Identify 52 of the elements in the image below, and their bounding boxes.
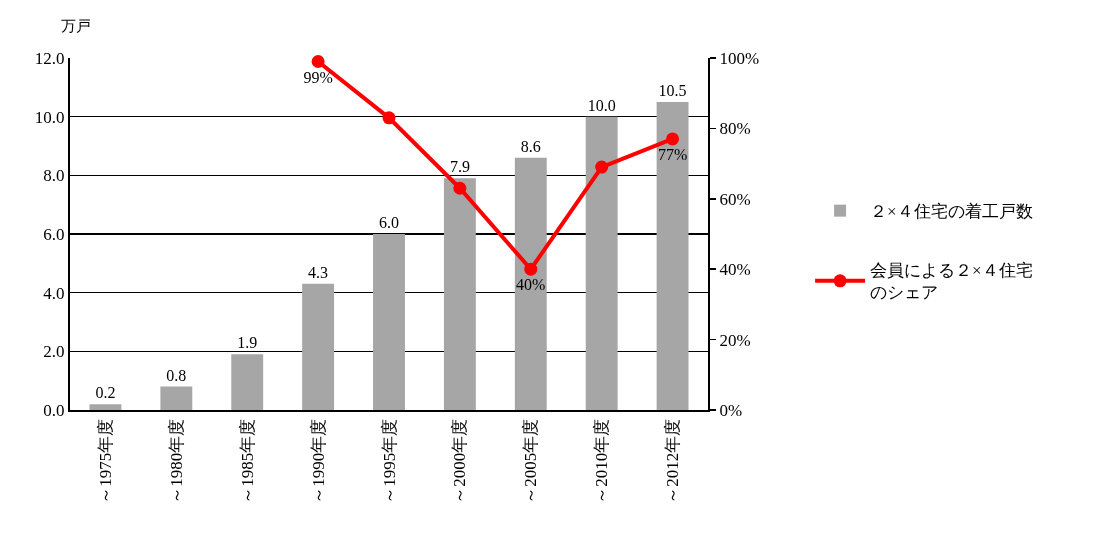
y2-tick-label: 0% — [719, 400, 743, 420]
x-tick-label: ～2000年度 — [450, 418, 470, 504]
point — [524, 262, 538, 276]
y-tick-label: 10.0 — [34, 107, 65, 127]
x-tick-label: ～1990年度 — [308, 418, 328, 504]
legend-label: ２×４住宅の着工戸数 — [870, 202, 1033, 222]
y2-tick-label: 40% — [719, 260, 751, 280]
data-label: 10.0 — [587, 96, 616, 114]
data-label: 77% — [657, 146, 688, 164]
point — [666, 132, 680, 146]
point — [311, 55, 325, 69]
y-tick-label: 8.0 — [43, 166, 65, 186]
y-tick-label: 12.0 — [34, 48, 65, 68]
y2-tick-label: 100% — [719, 48, 760, 68]
point — [453, 181, 467, 195]
x-tick-label: ～1975年度 — [95, 418, 115, 504]
data-label: 1.9 — [237, 334, 258, 352]
x-tick-label: ～2005年度 — [521, 418, 541, 504]
x-tick-label: ～2012年度 — [663, 418, 683, 504]
data-label: 0.2 — [95, 384, 116, 402]
data-label: 7.9 — [449, 158, 470, 176]
data-label: 4.3 — [308, 263, 329, 281]
y-tick-label: 6.0 — [43, 224, 65, 244]
data-label: 99% — [303, 68, 333, 86]
y2-tick-label: 20% — [719, 330, 751, 350]
x-tick-label: ～2010年度 — [592, 418, 612, 504]
bar — [656, 102, 689, 410]
x-tick-label: ～1995年度 — [379, 418, 399, 504]
y-axis-title: 万戸 — [61, 18, 91, 34]
bar — [443, 178, 476, 410]
bar — [160, 386, 193, 410]
data-label: 40% — [516, 276, 546, 294]
data-label: 8.6 — [520, 137, 541, 155]
bar — [373, 234, 405, 410]
bar — [514, 157, 547, 410]
bar — [89, 404, 122, 410]
x-tick-label: ～1980年度 — [166, 418, 186, 504]
y-tick-label: 0.0 — [43, 400, 65, 420]
point — [382, 111, 396, 125]
legend-label: 会員による２×４住宅のシェア — [870, 261, 1033, 303]
y-tick-label: 2.0 — [43, 342, 65, 362]
y-tick-label: 4.0 — [43, 283, 65, 303]
point — [595, 160, 609, 174]
bar — [302, 283, 335, 410]
bar — [585, 116, 618, 410]
y2-tick-label: 60% — [719, 189, 751, 209]
y2-tick-label: 80% — [719, 119, 751, 139]
x-tick-label: ～1985年度 — [237, 418, 257, 504]
data-label: 0.8 — [166, 366, 187, 384]
bar — [231, 354, 264, 410]
data-label: 10.5 — [658, 82, 687, 99]
data-label: 6.0 — [379, 214, 399, 231]
